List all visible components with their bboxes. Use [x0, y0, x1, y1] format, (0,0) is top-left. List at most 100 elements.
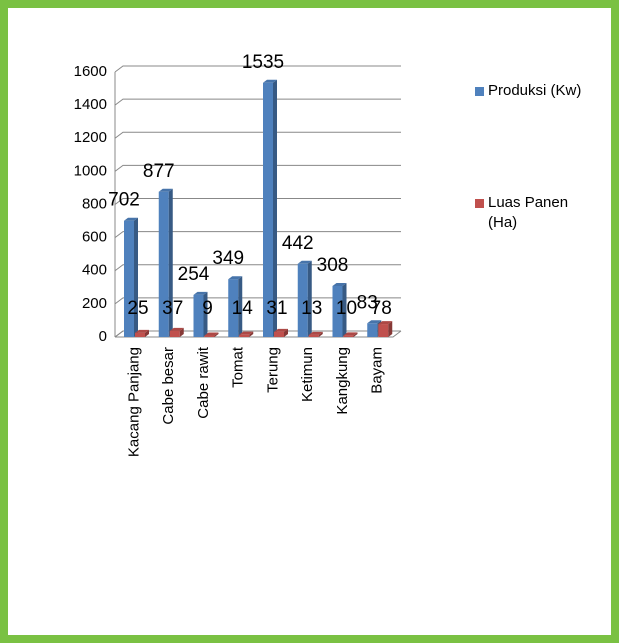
bar-side — [342, 282, 347, 337]
bar-top — [263, 79, 277, 83]
bar — [274, 328, 288, 337]
x-tick-label: Ketimun — [299, 347, 316, 402]
bar-top — [332, 282, 347, 286]
bar-top — [135, 329, 149, 333]
bar-side — [388, 321, 393, 337]
bar-top — [297, 260, 312, 264]
bar-front — [193, 294, 204, 337]
bar — [135, 329, 149, 337]
x-tick-label: Tomat — [230, 346, 247, 388]
bar-top — [193, 291, 208, 295]
bar — [228, 276, 243, 337]
data-label: 1535 — [242, 52, 284, 73]
y-tick-label: 1000 — [74, 162, 107, 179]
bar — [343, 332, 358, 337]
legend-swatch — [475, 199, 484, 208]
grid-line — [114, 330, 401, 338]
bar-top — [204, 332, 219, 336]
bar — [158, 188, 173, 337]
x-tick-label: Kangkung — [334, 347, 351, 415]
chart: 0 200 400 600 800 1000 1200 1400 1600 702 25 Kacang… — [74, 52, 402, 457]
bar-side — [214, 332, 219, 337]
bar-side — [273, 79, 277, 337]
bar-side — [168, 188, 173, 337]
bar — [378, 321, 393, 337]
bar-front — [332, 285, 343, 337]
x-tick-label: Bayam — [369, 347, 386, 394]
bar-top — [367, 320, 382, 324]
bar-front — [158, 191, 169, 337]
y-tick-label: 400 — [82, 262, 107, 279]
grid-line — [114, 198, 401, 205]
bar-side — [203, 291, 208, 337]
data-label: 13 — [301, 298, 322, 319]
data-label: 349 — [212, 248, 244, 269]
bar-front — [343, 335, 354, 337]
bar — [239, 331, 254, 337]
bar — [332, 282, 347, 337]
y-tick-label: 800 — [82, 195, 107, 212]
bar-side — [134, 217, 138, 337]
data-label: 78 — [371, 298, 392, 319]
grid-line — [114, 131, 401, 139]
data-label: 37 — [162, 298, 183, 319]
bar-top — [158, 188, 173, 192]
bar-front — [308, 334, 319, 337]
bar — [169, 327, 184, 337]
data-label: 442 — [282, 233, 314, 254]
data-label: 254 — [178, 264, 210, 285]
data-label: 14 — [232, 298, 254, 319]
y-tick-label: 1200 — [74, 129, 107, 146]
bar — [204, 332, 219, 337]
bar-side — [318, 331, 323, 337]
bar-front — [367, 323, 378, 337]
bar-side — [179, 327, 184, 337]
bar-front — [204, 335, 215, 337]
bar — [308, 331, 323, 337]
bar-top — [378, 321, 393, 325]
bar — [263, 79, 277, 337]
bar-top — [308, 331, 323, 335]
bar-front — [135, 332, 145, 337]
data-label: 702 — [108, 190, 140, 211]
x-tick-label: Terung — [264, 347, 281, 393]
grid-line — [114, 65, 401, 73]
x-tick-label: Kacang Panjang — [125, 347, 142, 457]
bar-side — [284, 328, 288, 337]
bar-front — [169, 330, 180, 337]
bar — [297, 260, 312, 337]
grid-line — [114, 98, 401, 106]
data-label: 10 — [336, 298, 357, 319]
y-tick-label: 1600 — [74, 63, 107, 80]
bar-side — [238, 276, 243, 337]
bar-side — [145, 329, 149, 337]
bar-side — [307, 260, 312, 337]
x-tick-label: Cabe rawit — [195, 346, 212, 419]
bar — [193, 291, 208, 337]
bar — [124, 217, 138, 337]
bar-top — [169, 327, 184, 331]
y-tick-label: 1400 — [74, 96, 107, 113]
data-label: 83 — [357, 292, 378, 313]
data-label: 877 — [143, 161, 175, 182]
bar-top — [274, 328, 288, 332]
bar-front — [239, 334, 250, 337]
bar-front — [378, 324, 389, 337]
x-tick-label: Cabe besar — [160, 347, 177, 425]
bar-side — [353, 332, 358, 337]
grid-line — [114, 231, 401, 239]
data-label: 308 — [317, 255, 349, 276]
bar-top — [124, 217, 138, 221]
data-label: 31 — [266, 298, 287, 319]
legend-label: Produksi (Kw) — [488, 82, 582, 99]
bar-front — [274, 331, 284, 337]
bar-top — [239, 331, 254, 335]
data-label: 9 — [202, 298, 213, 319]
bar-side — [249, 331, 254, 337]
bar-top — [228, 276, 243, 280]
bar-front — [124, 220, 134, 337]
grid-line — [114, 264, 401, 272]
legend-swatch — [475, 87, 484, 96]
y-tick-label: 0 — [99, 328, 107, 345]
